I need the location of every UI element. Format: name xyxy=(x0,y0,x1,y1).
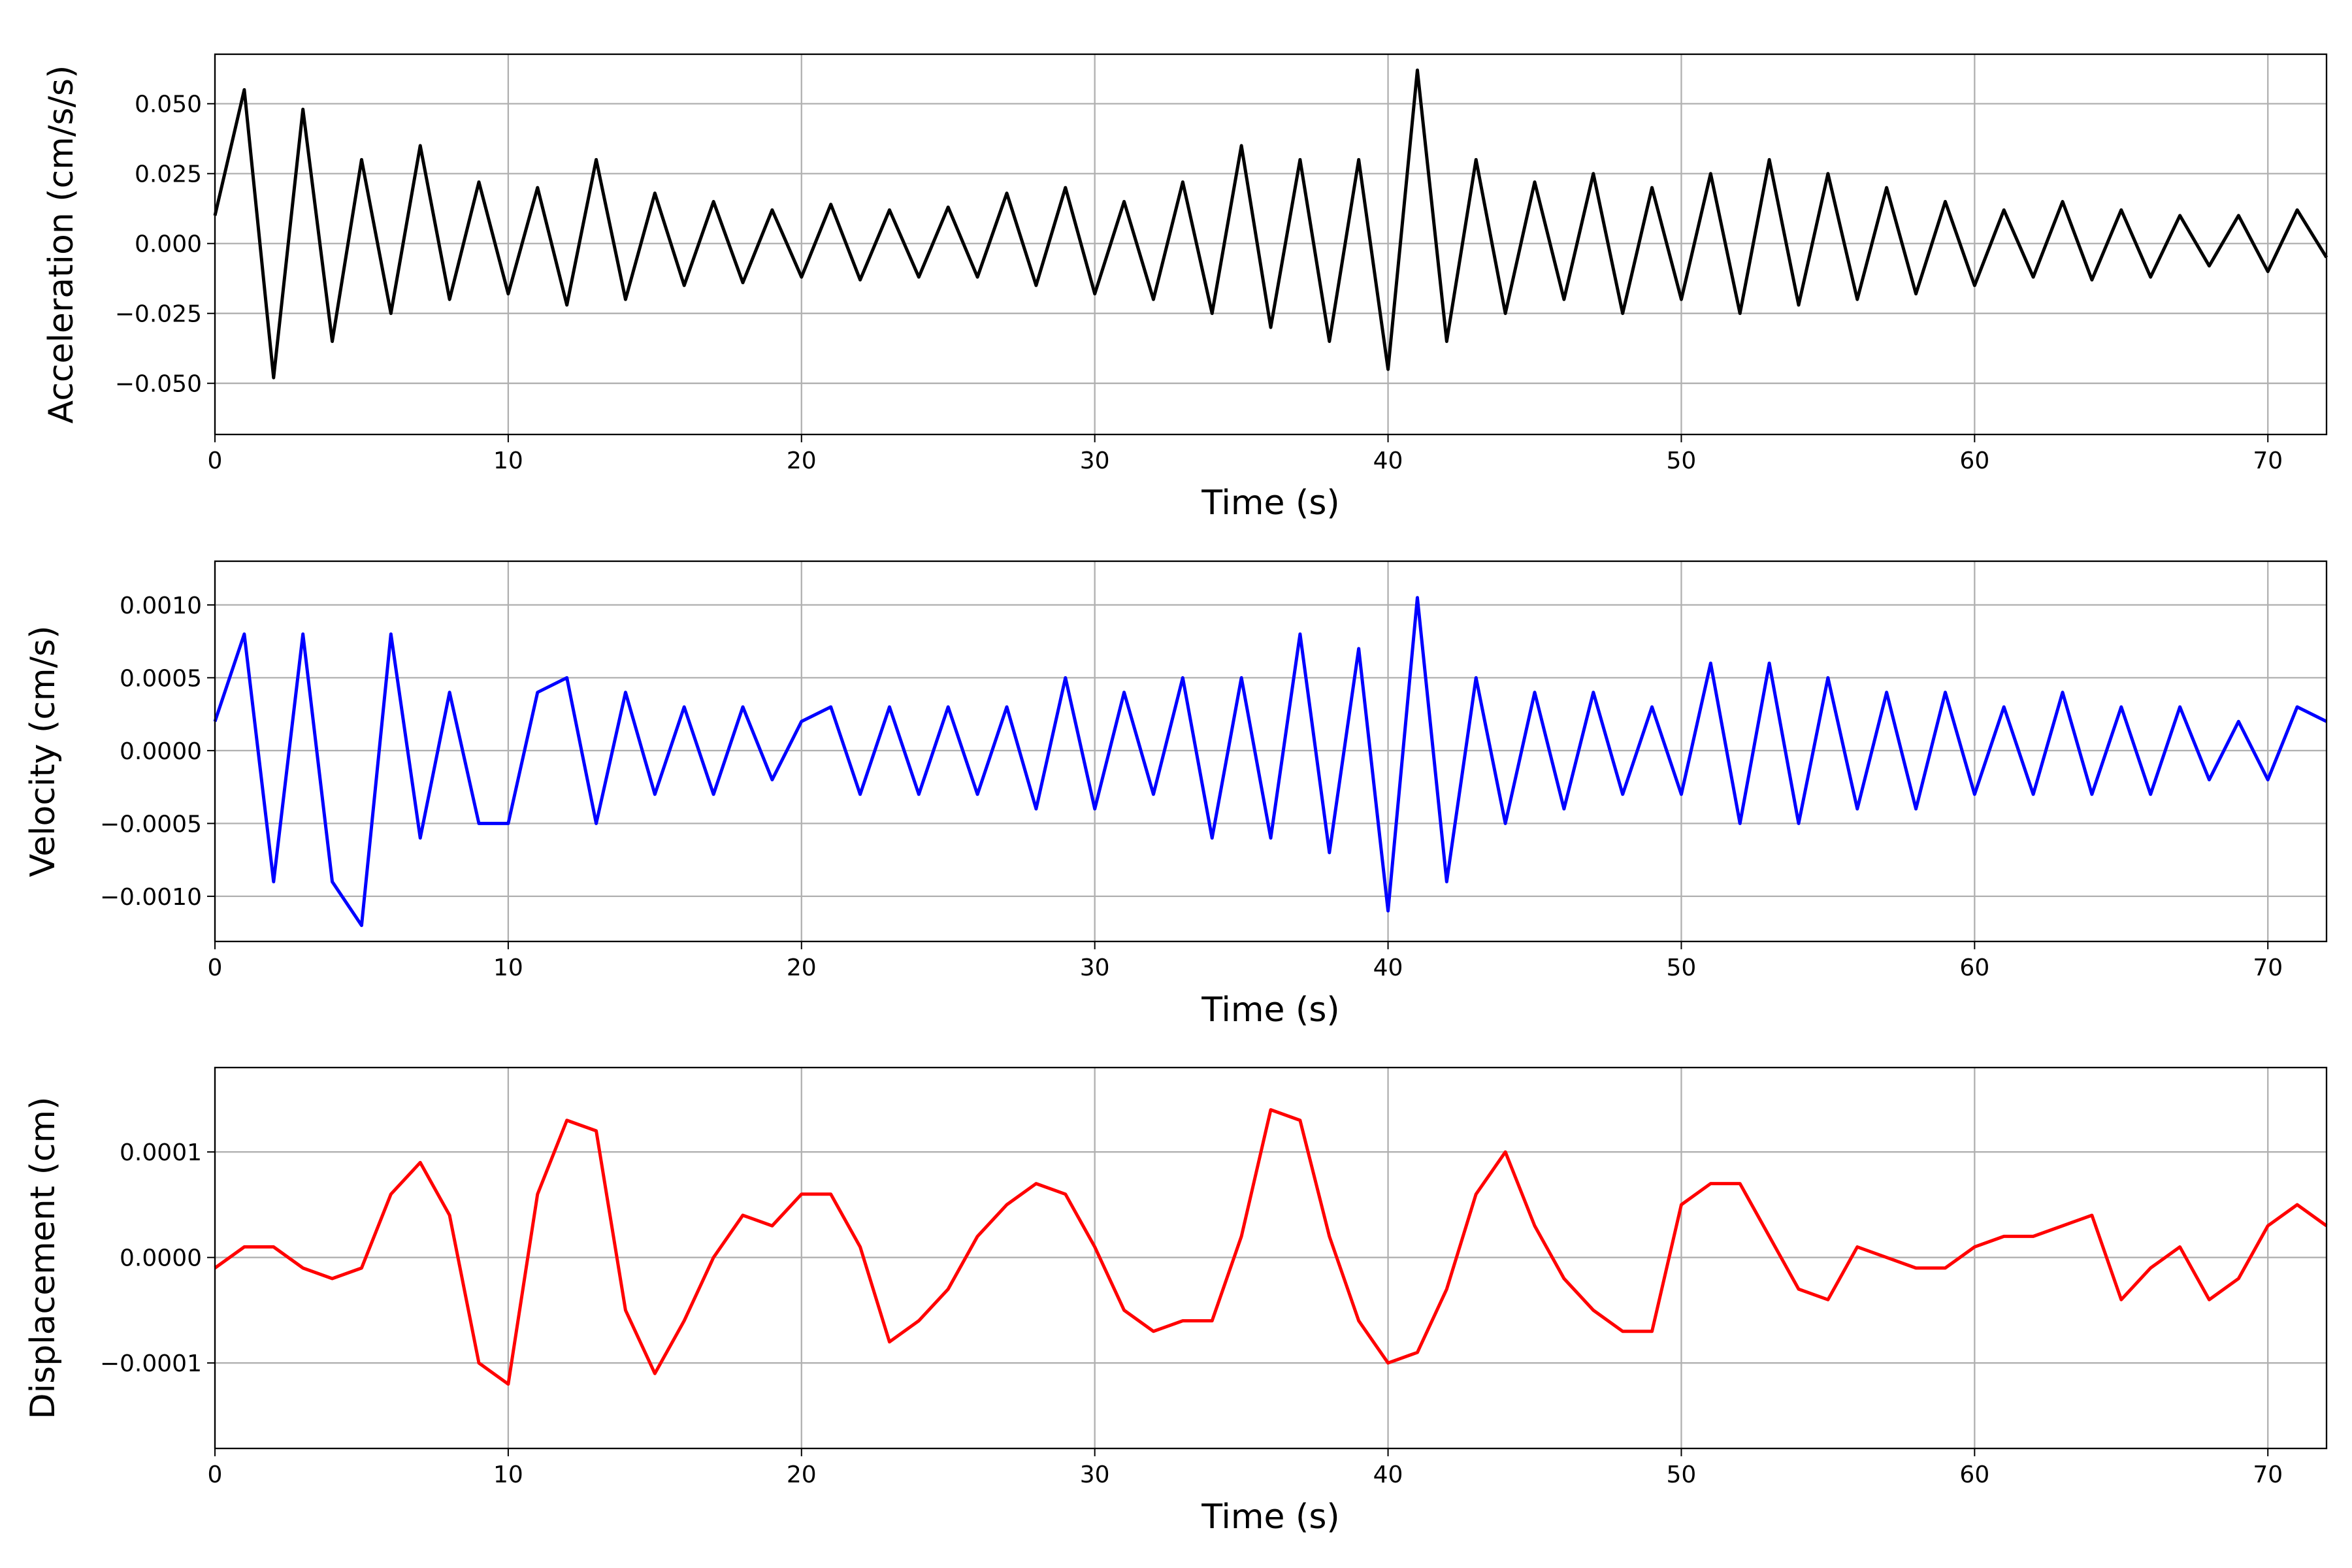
x-tick-label: 10 xyxy=(493,1462,523,1488)
y-tick-label: −0.0005 xyxy=(100,811,202,838)
x-tick-label: 50 xyxy=(1667,1462,1697,1488)
y-tick-label: 0.025 xyxy=(135,161,202,188)
x-tick-label: 50 xyxy=(1667,448,1697,474)
x-tick-label: 70 xyxy=(2253,448,2283,474)
y-tick-label: 0.050 xyxy=(135,91,202,118)
plot-frame xyxy=(214,53,2328,436)
y-tick-label: 0.0005 xyxy=(120,665,202,692)
y-tick-label: −0.0001 xyxy=(100,1350,202,1377)
x-tick-label: 10 xyxy=(493,955,523,981)
y-tick-label: −0.050 xyxy=(115,371,202,398)
data-line xyxy=(214,1108,2328,1386)
x-tick-label: 60 xyxy=(1959,1462,1989,1488)
x-tick-label: 20 xyxy=(787,1462,817,1488)
y-tick-label: 0.0000 xyxy=(120,1245,202,1272)
x-tick-label: 60 xyxy=(1959,955,1989,981)
x-tick-label: 20 xyxy=(787,448,817,474)
x-tick-label: 30 xyxy=(1080,955,1110,981)
x-tick-label: 70 xyxy=(2253,955,2283,981)
x-axis-label: Time (s) xyxy=(1201,1497,1339,1537)
y-tick-label: −0.025 xyxy=(115,301,202,328)
x-tick-label: 30 xyxy=(1080,448,1110,474)
y-axis-label: Velocity (cm/s) xyxy=(24,626,63,877)
y-axis-label: Displacement (cm) xyxy=(24,1097,63,1420)
panel: 0 10 20 30 40 50 60 70 −0.0001 0.0000 0.0001 Time (… xyxy=(24,1066,2328,1537)
x-tick-label: 40 xyxy=(1373,448,1403,474)
x-tick-label: 30 xyxy=(1080,1462,1110,1488)
x-tick-label: 70 xyxy=(2253,1462,2283,1488)
x-axis-label: Time (s) xyxy=(1201,990,1339,1030)
data-line xyxy=(213,68,2328,380)
x-tick-label: 0 xyxy=(208,1462,223,1488)
x-tick-label: 0 xyxy=(208,955,223,981)
x-tick-label: 40 xyxy=(1373,1462,1403,1488)
y-tick-label: 0.0010 xyxy=(120,593,202,619)
y-tick-label: 0.0000 xyxy=(120,738,202,765)
plot-frame xyxy=(214,560,2328,943)
x-axis-label: Time (s) xyxy=(1201,483,1339,523)
y-tick-label: 0.000 xyxy=(135,231,202,258)
panel: 0 10 20 30 40 50 60 70 −0.0010 −0.0005 0.0000 0.000… xyxy=(24,560,2328,1030)
x-tick-label: 60 xyxy=(1959,448,1989,474)
data-line xyxy=(213,596,2328,927)
y-tick-label: −0.0010 xyxy=(100,884,202,911)
plot-frame xyxy=(214,1066,2328,1450)
x-tick-label: 10 xyxy=(493,448,523,474)
panel: 0 10 20 30 40 50 60 70 −0.050 −0.025 0.000 0.025 0.0… xyxy=(42,53,2328,523)
x-tick-label: 20 xyxy=(787,955,817,981)
x-tick-label: 50 xyxy=(1667,955,1697,981)
x-tick-label: 0 xyxy=(208,448,223,474)
y-axis-label: Acceleration (cm/s/s) xyxy=(42,65,81,424)
x-tick-label: 40 xyxy=(1373,955,1403,981)
y-tick-label: 0.0001 xyxy=(120,1139,202,1166)
